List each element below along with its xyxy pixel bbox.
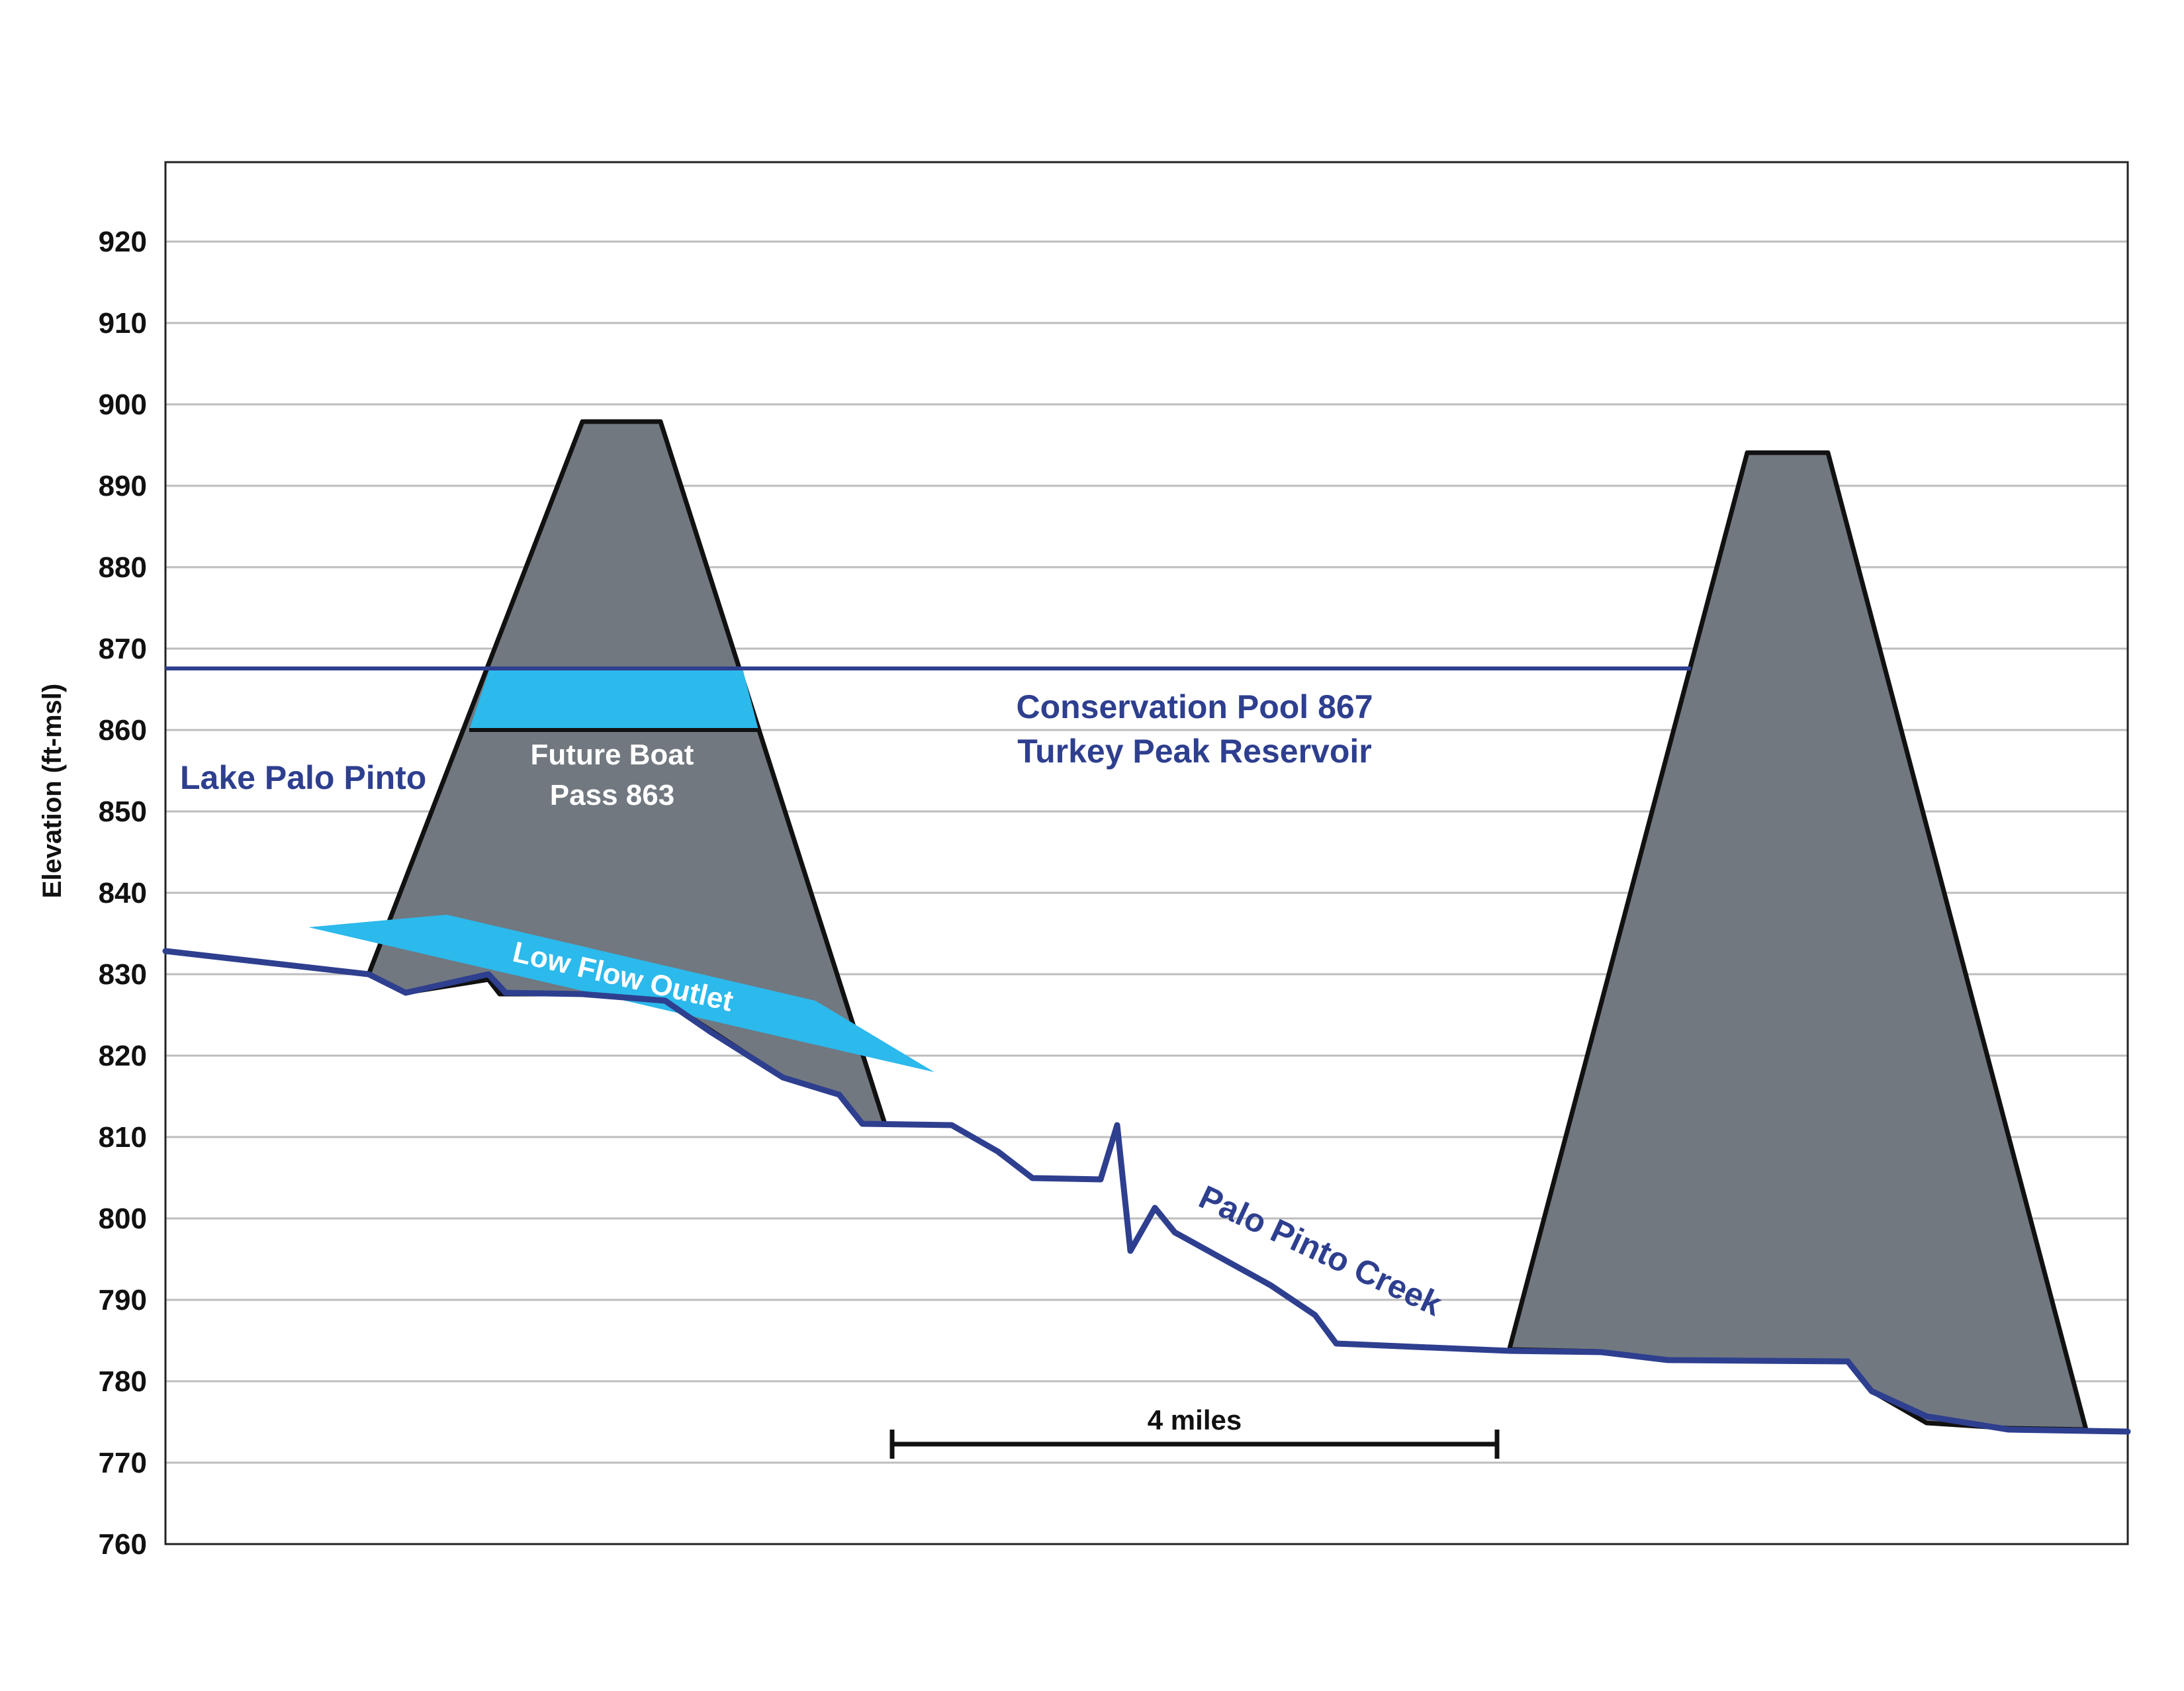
y-tick-label: 910 (99, 307, 147, 340)
scale-bar-label: 4 miles (1148, 1404, 1242, 1436)
y-tick-label: 840 (99, 877, 147, 909)
conservation-pool-label-line2: Turkey Peak Reservoir (1017, 733, 1372, 770)
y-tick-label: 780 (99, 1365, 147, 1398)
y-tick-labels: 920 910 900 890 880 870 860 850 840 830 … (99, 226, 147, 1561)
y-axis-title: Elevation (ft-msl) (38, 684, 67, 898)
y-tick-label: 880 (99, 551, 147, 584)
y-tick-label: 770 (99, 1447, 147, 1479)
y-tick-label: 870 (99, 633, 147, 665)
low-flow-outlet-arrow (308, 915, 934, 1072)
plot-frame (164, 161, 2129, 1545)
y-tick-label: 800 (99, 1203, 147, 1235)
y-tick-label: 830 (99, 958, 147, 991)
turkey-peak-dam (1506, 450, 2089, 1432)
y-tick-label: 810 (99, 1121, 147, 1154)
y-tick-label: 760 (99, 1528, 147, 1561)
y-tick-label: 850 (99, 796, 147, 828)
future-boat-pass-label-line2: Pass 863 (550, 779, 674, 811)
conservation-pool-label-line1: Conservation Pool 867 (1016, 688, 1373, 725)
lake-palo-pinto-label: Lake Palo Pinto (180, 759, 426, 796)
y-tick-label: 920 (99, 226, 147, 258)
palo-pinto-creek-profile (162, 948, 2131, 1435)
future-boat-pass-band (469, 668, 758, 730)
y-tick-label: 900 (99, 388, 147, 421)
y-tick-label: 890 (99, 470, 147, 502)
y-tick-label: 790 (99, 1284, 147, 1316)
palo-pinto-creek-label: Palo Pinto Creek (1193, 1178, 1447, 1323)
scale-bar (889, 1430, 1500, 1459)
y-tick-label: 820 (99, 1040, 147, 1072)
y-tick-label: 860 (99, 714, 147, 747)
future-boat-pass-label-line1: Future Boat (531, 739, 694, 771)
